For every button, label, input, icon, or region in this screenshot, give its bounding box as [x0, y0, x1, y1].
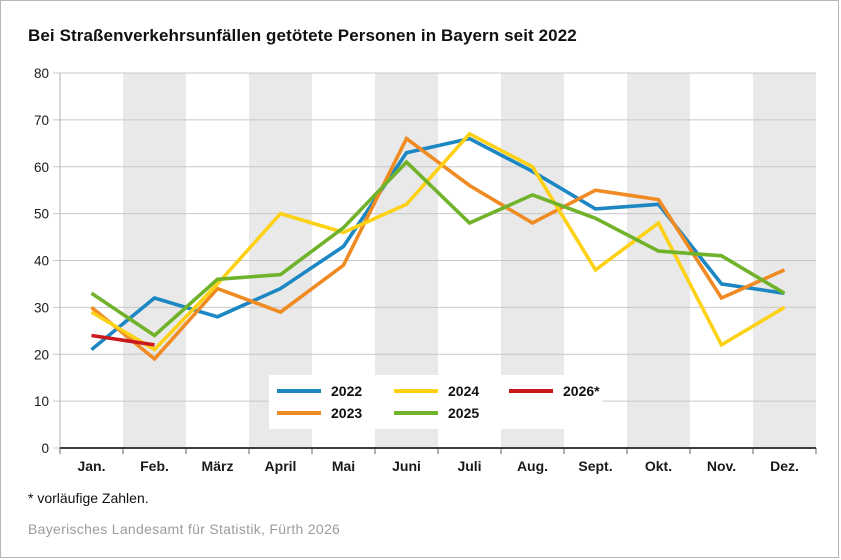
legend-item-2023: 2023	[277, 405, 394, 421]
chart-title: Bei Straßenverkehrsunfällen getötete Per…	[28, 26, 577, 45]
legend-item-2026*: 2026*	[509, 383, 603, 399]
legend-swatch-2026*	[509, 389, 553, 393]
series-line-2025	[90, 159, 786, 338]
x-axis-label: Jan.	[77, 458, 105, 474]
chart-legend: 2022 2023 2024 2025 2026*	[269, 375, 603, 429]
legend-label-2023: 2023	[331, 405, 363, 421]
series-line-2024	[90, 131, 786, 352]
legend-label-2024: 2024	[448, 383, 480, 399]
series-line-2023	[90, 135, 786, 362]
y-axis-label: 10	[34, 394, 49, 409]
legend-swatch-2022	[277, 389, 321, 393]
x-axis-label: Juni	[392, 458, 421, 474]
y-axis-label: 40	[34, 254, 49, 269]
legend-swatch-2025	[394, 411, 438, 415]
source-attribution: Bayerisches Landesamt für Statistik, Für…	[28, 521, 341, 537]
y-axis-label: 60	[34, 160, 49, 175]
legend-label-2026*: 2026*	[563, 383, 600, 399]
series-line-2026*	[91, 333, 155, 347]
footnote: * vorläufige Zahlen.	[28, 490, 149, 506]
x-axis-label: Okt.	[645, 458, 672, 474]
y-axis-label: 20	[34, 347, 49, 362]
x-axis-label: Dez.	[770, 458, 799, 474]
x-axis-label: März	[202, 458, 234, 474]
legend-label-2025: 2025	[448, 405, 480, 421]
x-axis-label: Aug.	[517, 458, 548, 474]
y-axis-label: 30	[34, 300, 49, 315]
x-axis-label: Nov.	[707, 458, 736, 474]
x-axis-label: Feb.	[140, 458, 169, 474]
y-axis-label: 0	[41, 441, 49, 456]
x-axis-label: Mai	[332, 458, 355, 474]
y-axis-label: 80	[34, 66, 49, 81]
y-axis-label: 50	[34, 207, 49, 222]
legend-label-2022: 2022	[331, 383, 363, 399]
x-axis-label: Juli	[457, 458, 481, 474]
y-axis-label: 70	[34, 113, 49, 128]
legend-item-2025: 2025	[394, 405, 509, 421]
legend-item-2024: 2024	[394, 383, 509, 399]
x-axis-label: April	[265, 458, 297, 474]
legend-item-2022: 2022	[277, 383, 394, 399]
legend-swatch-2024	[394, 389, 438, 393]
x-axis-label: Sept.	[578, 458, 612, 474]
legend-swatch-2023	[277, 411, 321, 415]
